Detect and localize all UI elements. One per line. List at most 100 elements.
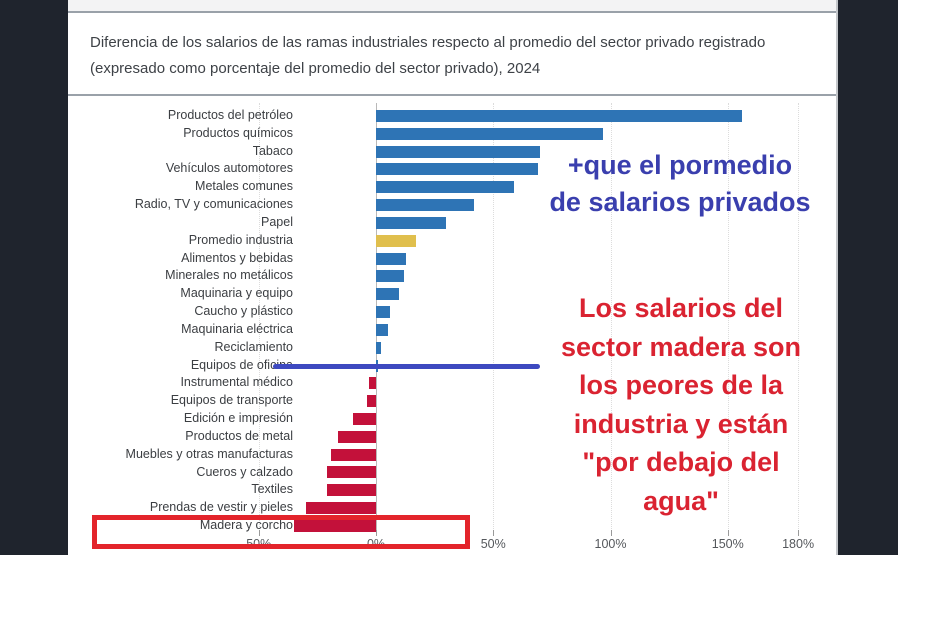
bar — [376, 306, 391, 319]
bar-area — [293, 321, 836, 339]
bar-area — [293, 267, 836, 285]
category-label: Alimentos y bebidas — [181, 250, 293, 265]
red-note-line: industria y están — [573, 408, 789, 439]
axis-tick-label: 100% — [594, 537, 627, 551]
bar-area — [293, 464, 836, 482]
bar-area — [293, 250, 836, 268]
gridline — [727, 103, 729, 535]
category-label: Equipos de transporte — [170, 393, 293, 408]
bar — [305, 502, 376, 515]
bar-row: Maquinaria eléctrica — [68, 321, 836, 339]
bar-row: Prendas de vestir y pieles — [68, 499, 836, 517]
bar-area — [293, 374, 836, 392]
chart-title-line2: (expresado como porcentaje del promedio … — [90, 60, 541, 77]
bar-row: Caucho y plástico — [68, 303, 836, 321]
bar — [326, 466, 376, 479]
bar-area — [293, 285, 836, 303]
gridline — [798, 103, 800, 535]
bar-area — [293, 446, 836, 464]
bar-area — [293, 160, 836, 178]
bar-row: Muebles y otras manufacturas — [68, 446, 836, 464]
bar — [376, 288, 400, 301]
bar-row: Edición e impresión — [68, 410, 836, 428]
chart-title-block: Diferencia de los salarios de las ramas … — [68, 13, 836, 96]
category-label: Instrumental médico — [180, 375, 293, 390]
blue-note-line: +que el pormedio — [567, 150, 793, 180]
bar-area — [293, 339, 836, 357]
bar — [376, 199, 475, 212]
gridline — [258, 103, 260, 535]
category-label: Prendas de vestir y pieles — [149, 500, 293, 515]
bar-area — [293, 517, 836, 535]
bar-row: Productos del petróleo — [68, 107, 836, 125]
bar — [376, 127, 604, 140]
category-label: Productos del petróleo — [167, 108, 293, 122]
bar — [376, 323, 388, 336]
bar — [352, 413, 376, 425]
red-text-annotation: Los salarios del sector madera son los peo… — [524, 289, 838, 520]
red-note-line: sector madera son — [560, 331, 802, 362]
bar-row: Promedio industria — [68, 232, 836, 250]
category-label: Radio, TV y comunicaciones — [134, 197, 293, 212]
bar — [376, 234, 416, 247]
bar-row: Equipos de transporte — [68, 392, 836, 410]
bar-area — [293, 214, 836, 232]
gridline — [376, 103, 377, 535]
category-label: Minerales no metálicos — [165, 268, 293, 283]
bar-area — [293, 107, 836, 125]
red-note-line: agua" — [643, 485, 719, 516]
bar-row: Tabaco — [68, 143, 836, 161]
bar-area — [293, 303, 836, 321]
bar — [376, 341, 381, 354]
bar — [326, 484, 376, 497]
bar-row: Alimentos y bebidas — [68, 250, 836, 268]
bar-area — [293, 392, 836, 410]
category-label: Papel — [261, 214, 293, 229]
blue-note-line: de salarios privados — [549, 187, 811, 217]
bar — [376, 163, 538, 176]
bar-row: Radio, TV y comunicaciones — [68, 196, 836, 214]
bar-row: Vehículos automotores — [68, 160, 836, 178]
bar — [376, 109, 742, 122]
gridline — [493, 103, 495, 535]
bar-row: Papel — [68, 214, 836, 232]
category-label: Maquinaria y equipo — [180, 286, 293, 301]
page-top-strip — [68, 0, 836, 13]
axis-tick-label: 50% — [480, 537, 506, 551]
bar-area — [293, 125, 836, 143]
bar — [376, 145, 541, 158]
red-note-line: Los salarios del — [578, 293, 784, 323]
bar-row: Productos de metal — [68, 428, 836, 446]
bar — [293, 519, 376, 532]
blue-text-annotation: +que el pormedio de salarios privados — [518, 147, 842, 221]
category-label: Productos químicos — [183, 125, 293, 140]
chart-title-line1: Diferencia de los salarios de las ramas … — [90, 34, 766, 51]
category-label: Vehículos automotores — [165, 161, 293, 176]
category-label: Cueros y calzado — [196, 464, 293, 479]
bar-row: Cueros y calzado — [68, 464, 836, 482]
category-label: Productos de metal — [185, 428, 293, 443]
axis-tick — [610, 530, 612, 536]
category-label: Caucho y plástico — [194, 304, 293, 319]
bar-area — [293, 143, 836, 161]
category-label: Madera y corcho — [199, 518, 293, 533]
bar-area — [293, 232, 836, 250]
bar — [376, 181, 515, 194]
blue-underline-annotation — [273, 364, 540, 369]
red-highlight-rectangle — [92, 515, 470, 549]
bar-area — [293, 428, 836, 446]
bar-row: Productos químicos — [68, 125, 836, 143]
category-label: Textiles — [251, 482, 293, 497]
bar-chart: Productos del petróleo Productos químicos… — [68, 99, 836, 555]
bar — [376, 216, 447, 229]
document-page: Diferencia de los salarios de las ramas … — [68, 0, 838, 555]
red-note-line: "por debajo del — [582, 447, 780, 477]
axis-tick-label: 180% — [782, 537, 815, 551]
red-note-line: los peores de la — [578, 370, 784, 400]
bar — [338, 430, 376, 443]
category-label: Reciclamiento — [214, 339, 293, 354]
bar-row: Instrumental médico — [68, 374, 836, 392]
bar-area — [293, 178, 836, 196]
bar — [376, 270, 405, 283]
category-label: Promedio industria — [188, 232, 293, 247]
